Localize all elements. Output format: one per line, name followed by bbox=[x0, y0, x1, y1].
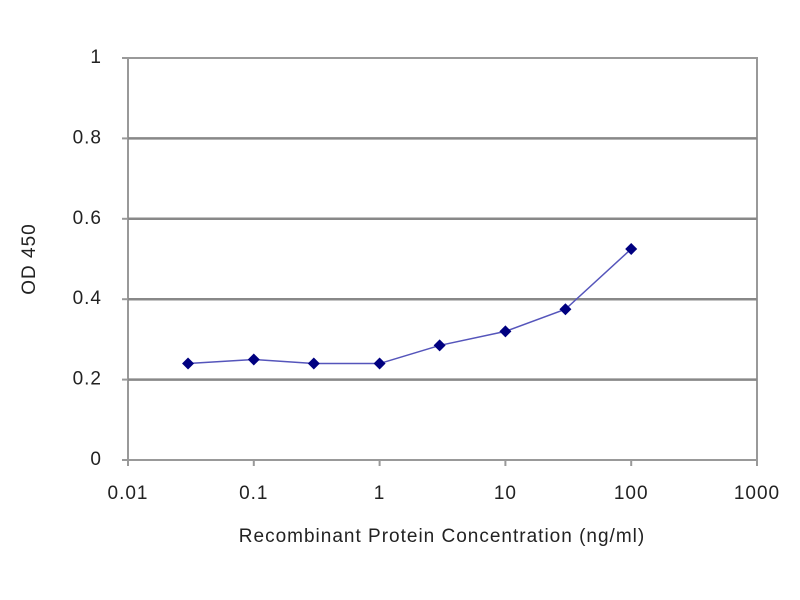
x-tick-label: 1 bbox=[374, 483, 386, 504]
x-tick-label: 0.1 bbox=[239, 483, 268, 504]
data-point bbox=[182, 357, 195, 370]
data-point bbox=[625, 242, 638, 255]
data-point bbox=[373, 357, 386, 370]
x-tick-label: 10 bbox=[494, 483, 517, 504]
y-tick-label: 0.6 bbox=[73, 208, 102, 229]
data-point bbox=[499, 325, 512, 338]
y-tick-label: 1 bbox=[90, 47, 102, 68]
data-point bbox=[307, 357, 320, 370]
y-tick-label: 0.2 bbox=[73, 369, 102, 390]
y-tick-label: 0.8 bbox=[73, 127, 102, 148]
y-tick-label: 0 bbox=[90, 449, 102, 470]
data-point bbox=[559, 303, 572, 316]
x-tick-label: 1000 bbox=[734, 483, 780, 504]
y-axis-label: OD 450 bbox=[19, 223, 40, 294]
x-tick-label: 0.01 bbox=[108, 483, 149, 504]
x-axis-label: Recombinant Protein Concentration (ng/ml… bbox=[239, 526, 645, 547]
plot-area bbox=[127, 57, 758, 461]
x-tick-label: 100 bbox=[614, 483, 649, 504]
y-tick-label: 0.4 bbox=[73, 288, 102, 309]
data-point bbox=[433, 339, 446, 352]
data-line bbox=[187, 248, 632, 365]
data-point bbox=[247, 353, 260, 366]
